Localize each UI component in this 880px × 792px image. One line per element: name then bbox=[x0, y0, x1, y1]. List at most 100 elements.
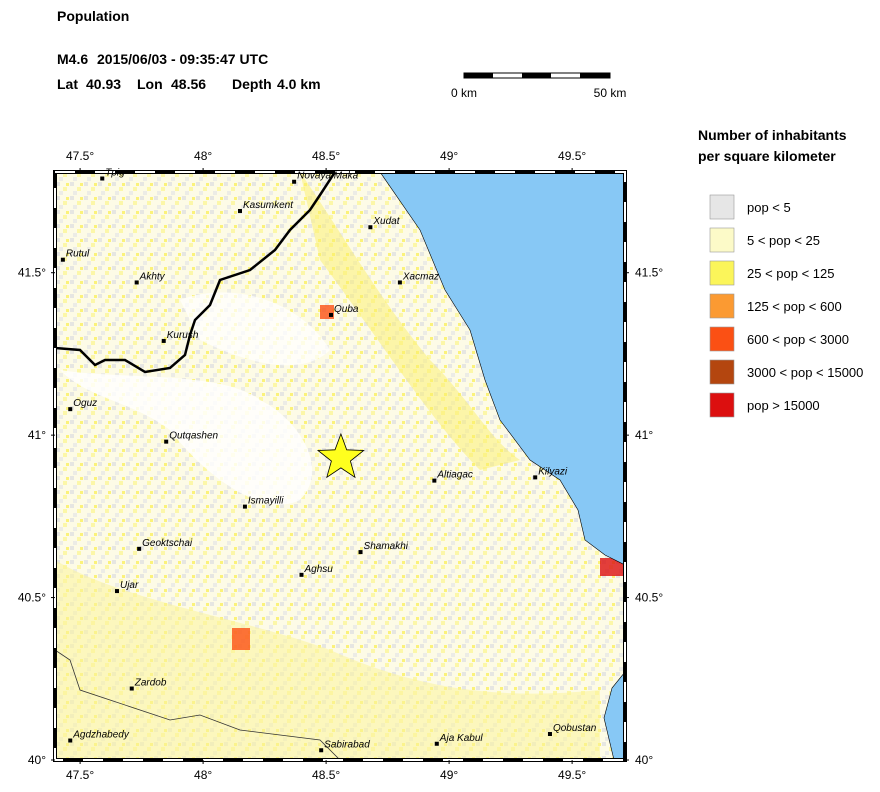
city-marker bbox=[533, 475, 538, 480]
city-marker bbox=[68, 738, 73, 743]
legend-label: 3000 < pop < 15000 bbox=[747, 365, 863, 380]
city-label: Qutqashen bbox=[169, 431, 218, 442]
lat-label: Lat bbox=[57, 76, 78, 92]
city-marker bbox=[237, 208, 242, 213]
empty-area bbox=[60, 370, 313, 505]
title: Population bbox=[57, 8, 129, 24]
scale-start: 0 km bbox=[451, 86, 477, 100]
city-marker bbox=[329, 312, 334, 317]
depth: 4.0 km bbox=[277, 76, 321, 92]
scale-bar: 0 km 50 km bbox=[451, 72, 627, 100]
city-marker bbox=[319, 748, 324, 753]
scale-end: 50 km bbox=[594, 86, 627, 100]
city-marker bbox=[432, 478, 437, 483]
city-marker bbox=[434, 741, 439, 746]
datetime: 2015/06/03 - 09:35:47 UTC bbox=[97, 51, 268, 67]
lat: 40.93 bbox=[86, 76, 121, 92]
x-tick-label: 47.5° bbox=[66, 768, 94, 782]
y-tick-label: 41.5° bbox=[635, 266, 663, 280]
depth-label: Depth bbox=[232, 76, 272, 92]
legend-label: pop > 15000 bbox=[747, 398, 820, 413]
city-marker bbox=[60, 257, 65, 262]
city-marker bbox=[547, 732, 552, 737]
city-label: Ismayilli bbox=[248, 496, 284, 507]
hot-spot bbox=[600, 558, 625, 576]
x-tick-label: 49° bbox=[440, 149, 458, 163]
lon-label: Lon bbox=[137, 76, 163, 92]
map-frame-dash bbox=[54, 171, 626, 761]
city-marker bbox=[299, 572, 304, 577]
legend-swatch bbox=[709, 293, 735, 319]
legend-items: pop < 5 5 < pop < 25 25 < pop < 125 125 < p… bbox=[709, 194, 863, 418]
y-tick-label: 40° bbox=[635, 753, 653, 767]
legend-title: per square kilometer bbox=[698, 148, 836, 164]
city-marker bbox=[292, 179, 297, 184]
empty-area bbox=[180, 292, 330, 366]
city-label: Xudat bbox=[372, 216, 400, 227]
country-border bbox=[55, 172, 337, 374]
city-marker bbox=[397, 280, 402, 285]
city-marker bbox=[100, 176, 105, 181]
city-label: Akhty bbox=[139, 271, 166, 282]
city-marker bbox=[68, 407, 73, 412]
city-label: Tpig bbox=[105, 167, 125, 178]
city-label: Oguz bbox=[73, 398, 97, 409]
x-tick-label: 49.5° bbox=[558, 768, 586, 782]
legend-title: Number of inhabitants bbox=[698, 127, 847, 143]
city-marker bbox=[137, 546, 142, 551]
y-tick-label: 40° bbox=[28, 753, 46, 767]
city-marker bbox=[164, 439, 169, 444]
city-label: Aghsu bbox=[303, 564, 333, 575]
legend-swatch bbox=[709, 260, 735, 286]
y-tick-label: 40.5° bbox=[635, 591, 663, 605]
x-tick-label: 49.5° bbox=[558, 149, 586, 163]
x-tick-label: 48° bbox=[194, 768, 212, 782]
city-label: Shamakhi bbox=[364, 541, 409, 552]
city-label: Rutul bbox=[66, 249, 90, 260]
city-label: Kilyazi bbox=[538, 466, 568, 477]
city-marker bbox=[134, 280, 139, 285]
sea bbox=[379, 172, 625, 566]
city-marker bbox=[161, 338, 166, 343]
epicenter bbox=[316, 432, 365, 479]
legend-label: 25 < pop < 125 bbox=[747, 266, 834, 281]
legend-swatch bbox=[709, 227, 735, 253]
city-label: Novaya Maka bbox=[297, 171, 359, 182]
x-tick-label: 48.5° bbox=[312, 149, 340, 163]
legend-label: 125 < pop < 600 bbox=[747, 299, 842, 314]
hot-spot bbox=[232, 628, 250, 650]
city-label: Zardob bbox=[134, 678, 167, 689]
city-marker bbox=[129, 686, 134, 691]
legend-label: pop < 5 bbox=[747, 200, 791, 215]
y-tick-label: 40.5° bbox=[18, 591, 46, 605]
city-label: Kasumkent bbox=[243, 200, 294, 211]
event-info: M4.6 2015/06/03 - 09:35:47 UTC Lat 40.93… bbox=[57, 51, 321, 92]
city-label: Quba bbox=[334, 304, 359, 315]
x-tick-label: 47.5° bbox=[66, 149, 94, 163]
city-label: Xacmaz bbox=[402, 271, 439, 282]
city-label: Agdzhabedy bbox=[72, 730, 130, 741]
city-marker bbox=[358, 550, 363, 555]
scale-bar-seg bbox=[580, 73, 610, 78]
sea bbox=[603, 671, 625, 760]
legend: Number of inhabitants per square kilomet… bbox=[698, 127, 863, 418]
city-label: Kurush bbox=[167, 330, 199, 341]
y-tick-label: 41.5° bbox=[18, 266, 46, 280]
region-border bbox=[55, 649, 341, 760]
map-overlay: 47.5° 47.5° 48° 48° 48.5° 48.5° 49° 49° 49.5° 49.… bbox=[18, 149, 664, 782]
city-label: Qobustan bbox=[553, 723, 597, 734]
x-tick-label: 49° bbox=[440, 768, 458, 782]
legend-swatch bbox=[709, 359, 735, 385]
city-label: Ujar bbox=[120, 580, 139, 591]
city-marker bbox=[242, 504, 247, 509]
legend-label: 600 < pop < 3000 bbox=[747, 332, 849, 347]
city-label: Sabirabad bbox=[324, 739, 370, 750]
scale-bar-seg bbox=[464, 73, 493, 78]
legend-swatch bbox=[709, 194, 735, 220]
legend-swatch bbox=[709, 326, 735, 352]
city-marker bbox=[114, 589, 119, 594]
lon: 48.56 bbox=[171, 76, 206, 92]
magnitude: M4.6 bbox=[57, 51, 88, 67]
city-label: Geoktschai bbox=[142, 538, 193, 549]
